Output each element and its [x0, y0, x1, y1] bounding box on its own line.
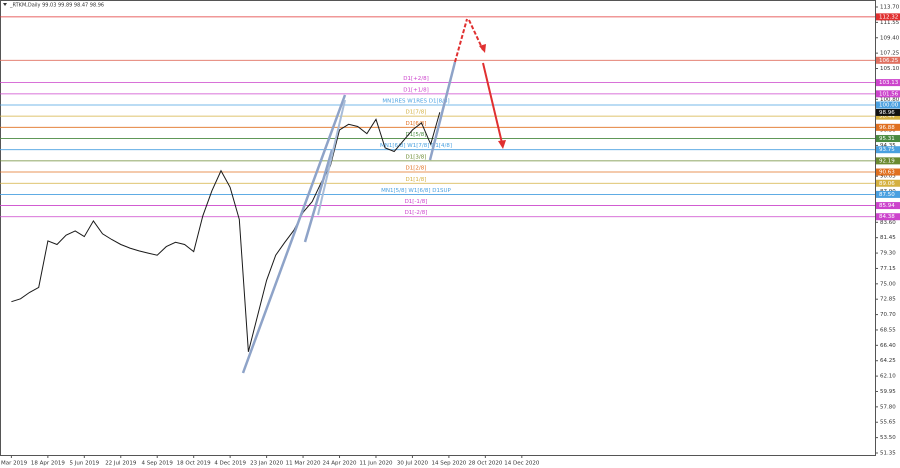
last-price: 98.96 — [879, 110, 895, 116]
level-label: MN1RES W1RES D1[8/8] — [382, 98, 449, 104]
x-tick-label: 18 Apr 2019 — [31, 461, 66, 467]
last-price-box — [876, 108, 900, 116]
level-label: D1[5/8] — [406, 132, 427, 138]
x-tick-label: 4 Mar 2019 — [0, 461, 28, 467]
y-tick-label: 113.70 — [880, 5, 900, 11]
y-tick-label: 55.65 — [880, 420, 896, 426]
level-label: D1[7/8] — [406, 110, 427, 116]
y-tick-label: 100.80 — [880, 97, 900, 103]
level-label: D1[2/8] — [406, 166, 427, 172]
trend-line — [428, 61, 457, 161]
y-tick-label: 83.60 — [880, 220, 896, 226]
price-label: 103.13 — [879, 80, 899, 86]
price-box — [876, 90, 900, 98]
trend-line — [241, 94, 347, 374]
y-tick-label: 111.55 — [880, 20, 900, 26]
y-tick-label: 75.00 — [880, 281, 896, 287]
projection-arrow — [482, 62, 503, 144]
y-tick-label: 68.55 — [880, 327, 896, 333]
y-tick-label: 66.40 — [880, 343, 896, 349]
menu-icon[interactable] — [3, 3, 7, 6]
y-tick-label: 94.35 — [880, 143, 896, 149]
projection-arrow — [454, 18, 468, 63]
x-tick-label: 18 Oct 2019 — [177, 461, 212, 467]
trend-line — [303, 149, 334, 243]
price-box — [876, 213, 900, 221]
level-label: D1[-2/8] — [405, 210, 428, 216]
x-tick-label: 28 Oct 2020 — [468, 461, 503, 467]
price-box — [876, 202, 900, 210]
price-box — [876, 56, 900, 64]
price-label: 106.25 — [879, 58, 899, 64]
level-label: D1[-1/8] — [405, 199, 428, 205]
level-label: D1[6/8] — [406, 121, 427, 127]
level-label: MN1[6/8] W1[7/8] D1[4/8] — [380, 143, 452, 149]
y-tick-label: 64.25 — [880, 358, 896, 364]
price-label: 85.94 — [879, 203, 895, 209]
y-tick-label: 81.45 — [880, 235, 896, 241]
x-tick-label: 11 Jun 2020 — [359, 461, 393, 467]
arrow-head — [498, 140, 506, 149]
price-box — [876, 101, 900, 109]
x-tick-label: 4 Dec 2019 — [214, 461, 246, 467]
x-tick-label: 4 Sep 2019 — [142, 461, 174, 467]
price-label: 93.75 — [879, 147, 895, 153]
y-tick-label: 107.25 — [880, 51, 900, 57]
projection-arrow — [468, 19, 484, 51]
price-box — [876, 179, 900, 187]
price-box — [876, 79, 900, 87]
y-tick-label: 109.40 — [880, 35, 900, 41]
y-tick-label: 51.35 — [880, 451, 896, 457]
price-label: 96.88 — [879, 125, 895, 131]
price-label: 112.32 — [879, 14, 898, 20]
y-tick-label: 59.95 — [880, 389, 896, 395]
price-box — [876, 135, 900, 143]
price-label: 92.19 — [879, 158, 895, 164]
trend-line — [317, 99, 346, 216]
arrow-head — [479, 44, 486, 53]
level-label: MN1[5/8] W1[6/8] D1SUP — [381, 188, 451, 194]
level-label: D1[+1/8] — [403, 87, 429, 93]
x-tick-label: 24 Apr 2020 — [323, 461, 358, 467]
y-tick-label: 70.70 — [880, 312, 896, 318]
price-box — [876, 157, 900, 165]
price-box — [876, 112, 900, 120]
price-label: 95.31 — [879, 136, 895, 142]
plot-frame — [0, 0, 876, 456]
x-tick-label: 11 Mar 2020 — [286, 461, 321, 467]
x-tick-label: 14 Sep 2020 — [431, 461, 466, 467]
y-tick-label: 53.50 — [880, 435, 896, 441]
y-tick-label: 72.85 — [880, 297, 896, 303]
x-tick-label: 14 Dec 2020 — [504, 461, 540, 467]
y-tick-label: 90.05 — [880, 174, 896, 180]
annotations — [241, 18, 506, 374]
y-tick-label: 79.30 — [880, 251, 896, 257]
x-tick-label: 5 Jun 2019 — [70, 461, 100, 467]
chart-title: _RTKM,Daily 99.03 99.89 98.47 98.96 — [9, 3, 104, 9]
y-tick-label: 57.80 — [880, 404, 896, 410]
price-box — [876, 13, 900, 21]
price-box — [876, 168, 900, 176]
price-label: 101.56 — [879, 91, 899, 97]
x-tick-label: 23 Jan 2020 — [250, 461, 283, 467]
x-tick-label: 30 Jul 2020 — [397, 461, 429, 467]
x-tick-label: 22 Jul 2019 — [105, 461, 137, 467]
price-box — [876, 123, 900, 131]
price-label: 90.63 — [879, 170, 895, 176]
price-label: 84.38 — [879, 214, 895, 220]
price-label: 89.06 — [879, 181, 895, 187]
level-label: D1[1/8] — [406, 177, 427, 183]
y-tick-label: 105.10 — [880, 66, 900, 72]
y-tick-label: 77.15 — [880, 266, 896, 272]
price-label: 87.50 — [879, 192, 895, 198]
price-box — [876, 146, 900, 154]
price-box — [876, 190, 900, 198]
y-tick-label: 62.10 — [880, 374, 896, 380]
price-line — [11, 112, 441, 352]
level-label: D1[+2/8] — [403, 76, 429, 82]
level-label: D1[3/8] — [406, 154, 427, 160]
price-label: 98.44 — [879, 114, 895, 120]
price-label: 100.00 — [879, 102, 899, 108]
